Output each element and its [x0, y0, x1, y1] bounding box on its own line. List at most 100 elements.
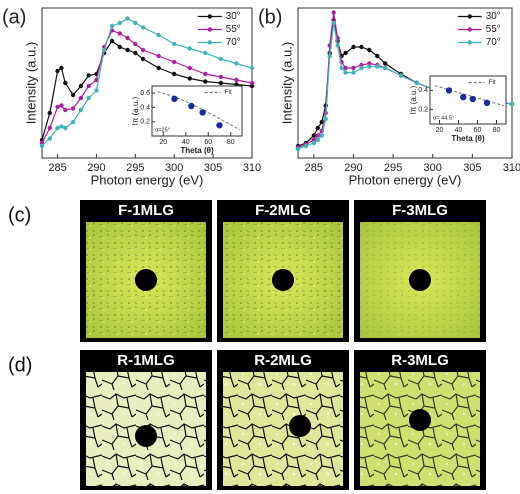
marker — [140, 25, 146, 30]
marker — [140, 56, 146, 62]
data-point — [188, 102, 195, 110]
marker — [327, 53, 332, 59]
hole — [135, 269, 157, 291]
marker — [117, 44, 122, 50]
marker — [249, 80, 255, 86]
series-line — [297, 22, 513, 150]
marker — [315, 125, 321, 131]
x-axis-label: Theta (θ) — [180, 146, 214, 155]
marker — [39, 143, 45, 149]
marker — [63, 107, 68, 113]
marker — [398, 73, 404, 78]
marker — [156, 32, 161, 38]
marker — [125, 16, 130, 21]
marker — [187, 65, 192, 71]
marker — [133, 20, 138, 26]
marker — [78, 95, 84, 101]
marker — [359, 44, 364, 50]
marker — [234, 61, 239, 66]
y-axis-label: Iπ (a.u.) — [409, 85, 418, 114]
marker — [59, 65, 64, 71]
marker — [367, 64, 372, 69]
y-tick-label: 0.6 — [140, 90, 150, 97]
x-axis-label: Theta (θ) — [451, 134, 485, 143]
x-tick-label: 40 — [455, 127, 463, 134]
marker — [63, 125, 68, 131]
marker — [86, 83, 91, 89]
marker — [331, 20, 336, 26]
marker — [70, 106, 76, 111]
legend-marker — [207, 14, 212, 19]
marker — [203, 71, 208, 77]
hole — [409, 269, 431, 291]
marker — [203, 50, 208, 56]
marker — [218, 56, 224, 62]
marker — [203, 79, 208, 84]
x-tick-label: 80 — [227, 139, 235, 146]
annotation: α= 44.5° — [433, 115, 454, 121]
image-panel-c: (c) F-1MLG F-2MLG F-3MLG — [8, 200, 486, 342]
marker — [323, 116, 328, 122]
marker — [94, 77, 99, 83]
x-tick-label: 40 — [182, 139, 190, 146]
marker — [303, 143, 309, 149]
marker — [187, 46, 192, 51]
marker — [86, 95, 91, 101]
marker — [315, 133, 321, 138]
marker — [351, 44, 356, 50]
plot-area — [151, 85, 243, 137]
x-tick-label: 20 — [436, 127, 444, 134]
hole — [135, 425, 157, 447]
marker — [351, 65, 356, 71]
data-point — [171, 95, 178, 103]
marker — [47, 110, 52, 116]
fit-line — [157, 91, 241, 131]
chart: 20 40 60 80 0.2 0.4 0.6 Theta (θ) Iπ (a.u.) α=25°… — [131, 85, 243, 155]
x-tick-label: 285 — [48, 162, 66, 174]
y-tick-label: 0.2 — [140, 119, 150, 126]
marker — [414, 80, 420, 86]
marker — [125, 35, 130, 41]
series-line — [41, 40, 253, 141]
marker — [70, 119, 76, 125]
marker — [59, 103, 64, 108]
tile-label: F-3MLG — [392, 202, 448, 219]
tile-label: R-2MLG — [254, 352, 312, 369]
legend-marker — [207, 40, 212, 45]
marker — [331, 10, 336, 15]
x-tick-label: 295 — [126, 162, 144, 174]
marker — [218, 74, 224, 80]
marker — [94, 88, 99, 93]
tile-label: R-1MLG — [117, 352, 175, 369]
marker — [382, 61, 388, 66]
legend-label: 70° — [226, 37, 241, 48]
legend-label: 30° — [486, 11, 501, 22]
marker — [102, 47, 107, 53]
marker — [55, 68, 60, 74]
x-tick-label: 295 — [384, 162, 402, 174]
tile-label: R-3MLG — [391, 352, 449, 369]
marker — [133, 41, 138, 47]
marker — [234, 77, 239, 83]
x-tick-label: 20 — [159, 139, 167, 146]
marker — [295, 146, 301, 152]
marker — [172, 71, 177, 77]
legend-label: 55° — [226, 24, 241, 35]
marker — [133, 50, 138, 56]
marker — [382, 65, 388, 71]
image-panel-d: (d) R-1MLG R-2MLG R-3MLG — [8, 350, 486, 490]
hole — [272, 269, 294, 291]
marker — [55, 125, 60, 131]
data-point — [445, 87, 453, 94]
y-axis-label: Iπ (a.u.) — [131, 96, 140, 125]
data-point — [460, 93, 467, 101]
marker — [315, 137, 321, 143]
marker — [156, 65, 161, 71]
marker — [359, 65, 364, 71]
x-axis-label: Photon energy (eV) — [91, 173, 204, 188]
marker — [319, 133, 324, 138]
y-tick-label: 0.4 — [418, 87, 428, 94]
marker — [335, 43, 340, 48]
marker — [55, 104, 60, 110]
marker — [375, 64, 380, 69]
